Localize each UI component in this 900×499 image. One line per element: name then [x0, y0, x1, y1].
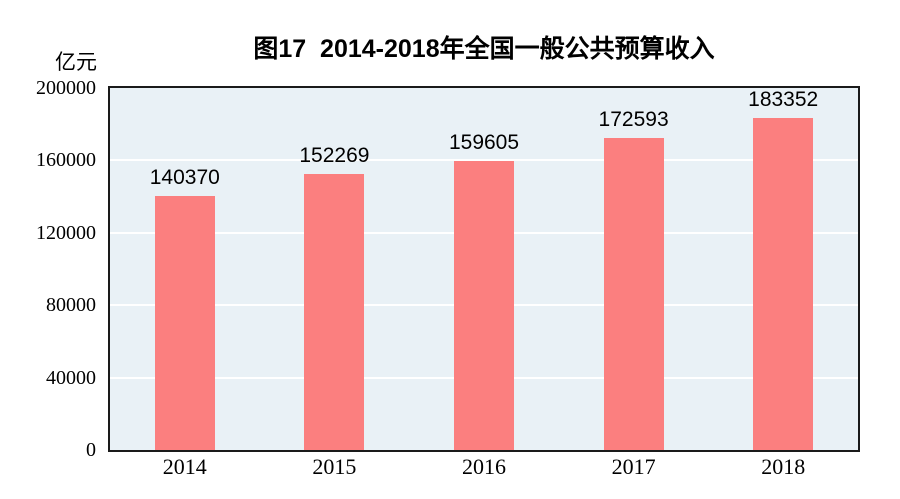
- x-tick-label: 2017: [611, 454, 656, 479]
- y-tick-label: 120000: [36, 221, 96, 244]
- y-axis-tick-labels: 0 40000 80000 120000 160000 200000: [0, 0, 96, 499]
- bar-2015: [304, 174, 365, 450]
- x-tick-label: 2015: [312, 454, 357, 479]
- gridline: [110, 159, 858, 162]
- y-tick-label: 0: [86, 439, 96, 461]
- bar-value-label: 183352: [748, 88, 819, 111]
- y-tick-label: 200000: [36, 77, 96, 99]
- plot-area: 140370 152269 159605 172593 183352: [110, 88, 858, 450]
- bar-value-label: 172593: [598, 108, 669, 131]
- y-axis-unit-label: 亿元: [55, 50, 97, 74]
- x-tick-label: 2016: [462, 454, 506, 479]
- x-tick-label: 2018: [761, 454, 806, 479]
- bar-2017: [603, 138, 664, 450]
- bar-value-label: 140370: [149, 166, 220, 189]
- bar-2018: [753, 118, 814, 450]
- chart-title: 图17 2014-2018年全国一般公共预算收入: [253, 35, 715, 63]
- x-tick-label: 2014: [162, 454, 207, 479]
- bar-value-label: 159605: [448, 131, 520, 154]
- bar-2014: [154, 196, 215, 450]
- y-tick-label: 40000: [46, 366, 96, 389]
- bar-value-label: 152269: [299, 144, 370, 167]
- bar-2016: [454, 161, 514, 450]
- y-tick-label: 80000: [46, 294, 96, 317]
- y-tick-label: 160000: [36, 149, 96, 172]
- x-axis-tick-labels: 2014 2015 2016 2017 2018: [110, 455, 858, 485]
